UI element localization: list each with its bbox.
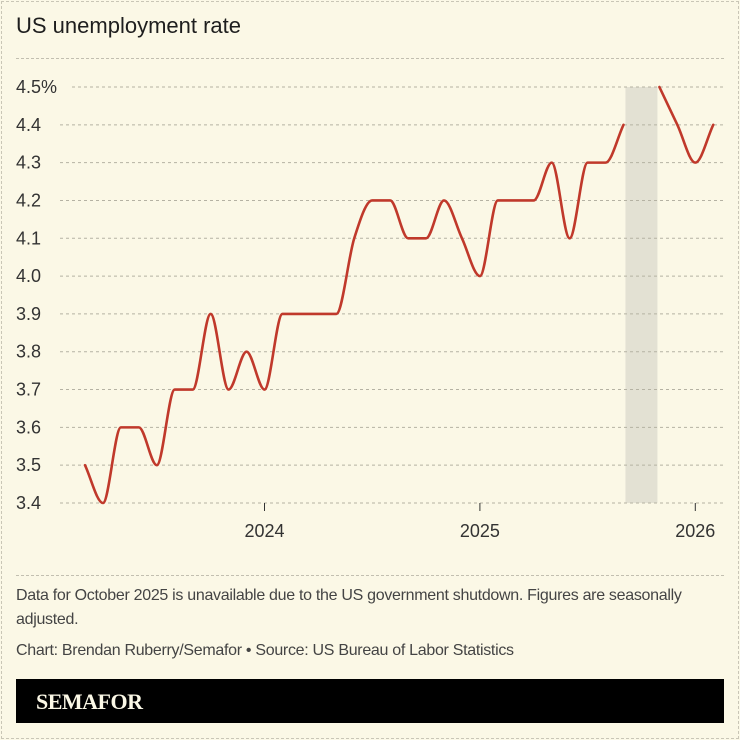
y-tick-label: 4.0 xyxy=(16,266,41,286)
y-tick-label: 4.4 xyxy=(16,115,41,135)
unemployment-line xyxy=(83,123,625,505)
unemployment-line xyxy=(658,85,715,164)
y-tick-label: 4.1 xyxy=(16,228,41,248)
y-tick-label: 3.8 xyxy=(16,342,41,362)
chart-notes: Data for October 2025 is unavailable due… xyxy=(16,587,682,628)
brand-footer: SEMAFOR xyxy=(16,679,724,723)
y-tick-label: 3.5 xyxy=(16,455,41,475)
title-divider xyxy=(16,58,724,59)
x-tick-label: 2024 xyxy=(244,521,284,541)
y-tick-label: 3.6 xyxy=(16,417,41,437)
notes-divider xyxy=(16,575,724,576)
y-tick-label: 4.3 xyxy=(16,153,41,173)
x-tick-label: 2025 xyxy=(460,521,500,541)
y-tick-label: 3.9 xyxy=(16,304,41,324)
chart-title: US unemployment rate xyxy=(16,13,241,38)
y-tick-label: 3.7 xyxy=(16,380,41,400)
shutdown-band xyxy=(625,87,658,503)
semafor-logo: SEMAFOR xyxy=(36,689,143,714)
chart-credit: Chart: Brendan Ruberry/Semafor • Source:… xyxy=(16,642,514,659)
x-tick-label: 2026 xyxy=(675,521,715,541)
line-chart: 4.5% 4.4 4.3 4.2 4.1 4.0 3.9 3.8 3.7 3.6 3.5 3.4 202… xyxy=(16,77,724,541)
y-tick-label: 4.2 xyxy=(16,190,41,210)
y-tick-label: 4.5% xyxy=(16,77,57,97)
y-tick-label: 3.4 xyxy=(16,493,41,513)
